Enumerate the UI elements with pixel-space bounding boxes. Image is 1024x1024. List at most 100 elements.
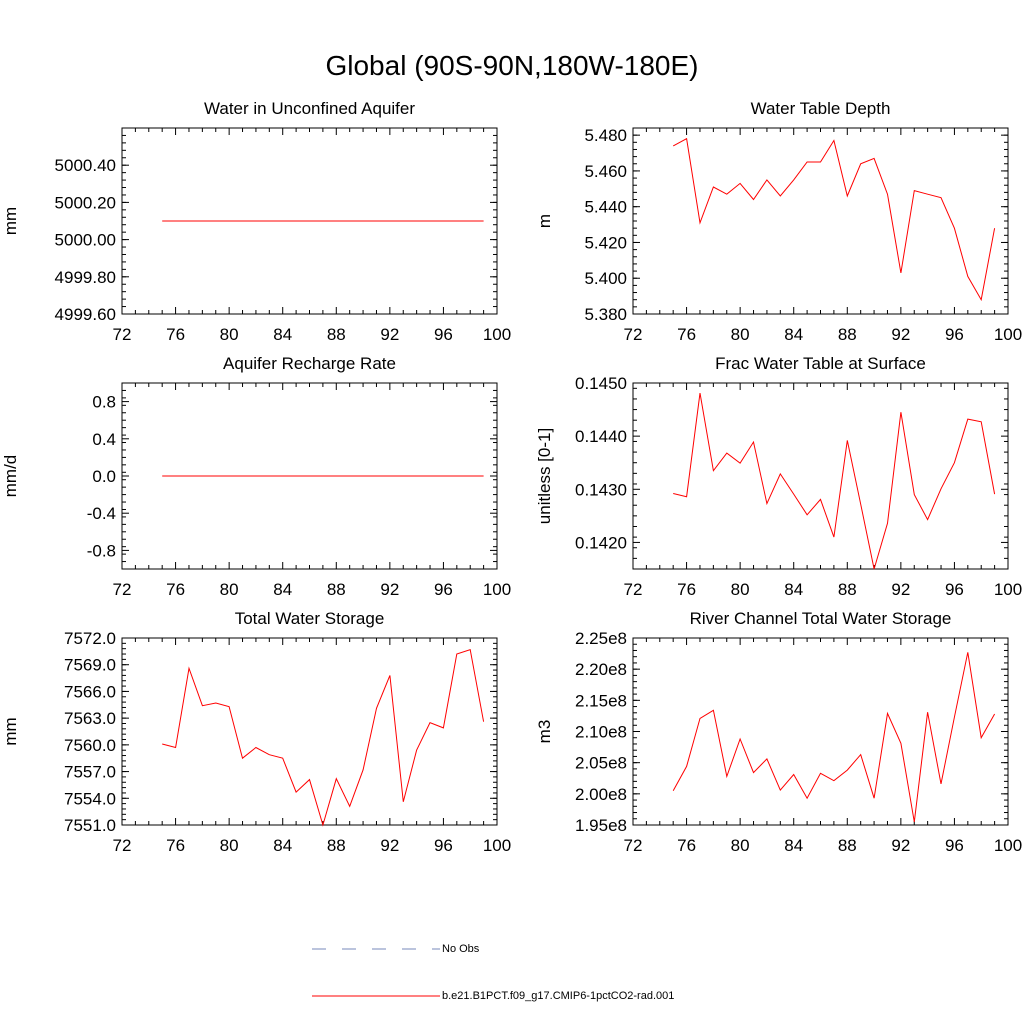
y-tick-label: -0.8 bbox=[87, 541, 116, 560]
x-tick-label: 80 bbox=[220, 580, 239, 599]
x-tick-label: 84 bbox=[784, 325, 803, 344]
page-title: Global (90S-90N,180W-180E) bbox=[325, 50, 699, 81]
y-tick-label: 5.440 bbox=[584, 198, 627, 217]
x-tick-label: 72 bbox=[624, 325, 643, 344]
y-tick-label: -0.4 bbox=[87, 504, 116, 523]
x-tick-label: 76 bbox=[166, 580, 185, 599]
y-axis-label: m bbox=[535, 214, 554, 228]
x-tick-label: 96 bbox=[434, 836, 453, 855]
x-tick-label: 80 bbox=[220, 325, 239, 344]
y-tick-label: 4999.80 bbox=[55, 268, 116, 287]
x-tick-label: 100 bbox=[483, 580, 511, 599]
chart-title: Frac Water Table at Surface bbox=[715, 354, 926, 373]
y-tick-label: 0.4 bbox=[92, 430, 116, 449]
x-tick-label: 92 bbox=[380, 836, 399, 855]
x-tick-label: 80 bbox=[731, 836, 750, 855]
y-tick-label: 2.00e8 bbox=[575, 785, 627, 804]
x-tick-label: 92 bbox=[891, 580, 910, 599]
x-tick-label: 88 bbox=[327, 325, 346, 344]
y-tick-label: 1.95e8 bbox=[575, 816, 627, 835]
x-tick-label: 92 bbox=[380, 580, 399, 599]
x-tick-label: 96 bbox=[434, 580, 453, 599]
y-tick-label: 5.400 bbox=[584, 269, 627, 288]
y-tick-label: 0.0 bbox=[92, 467, 116, 486]
y-tick-label: 2.20e8 bbox=[575, 660, 627, 679]
chart-panel-2: Aquifer Recharge Rate mm/d 72 76 80 84 88 92 96 1… bbox=[1, 354, 511, 599]
y-tick-label: 7566.0 bbox=[64, 682, 116, 701]
x-tick-label: 96 bbox=[945, 325, 964, 344]
x-tick-label: 72 bbox=[113, 836, 132, 855]
chart-title: River Channel Total Water Storage bbox=[690, 609, 952, 628]
legend-model-label: b.e21.B1PCT.f09_g17.CMIP6-1pctCO2-rad.00… bbox=[442, 990, 675, 1002]
x-tick-label: 76 bbox=[677, 325, 696, 344]
y-tick-label: 0.8 bbox=[92, 393, 116, 412]
y-tick-label: 5000.20 bbox=[55, 193, 116, 212]
series-line bbox=[162, 648, 485, 827]
x-tick-label: 76 bbox=[166, 325, 185, 344]
y-tick-label: 2.15e8 bbox=[575, 691, 627, 710]
y-tick-label: 7551.0 bbox=[64, 816, 116, 835]
chart-title: Water in Unconfined Aquifer bbox=[204, 99, 415, 118]
x-tick-label: 92 bbox=[380, 325, 399, 344]
y-tick-label: 0.1440 bbox=[575, 427, 627, 446]
x-tick-label: 96 bbox=[434, 325, 453, 344]
chart-panel-5: River Channel Total Water Storage m3 72 76 8… bbox=[535, 609, 1022, 855]
y-tick-label: 7554.0 bbox=[64, 789, 116, 808]
x-tick-label: 84 bbox=[273, 836, 292, 855]
y-axis-label: unitless [0-1] bbox=[535, 428, 554, 524]
y-tick-label: 2.25e8 bbox=[575, 629, 627, 648]
y-tick-label: 5000.40 bbox=[55, 156, 116, 175]
y-tick-label: 4999.60 bbox=[55, 305, 116, 324]
y-tick-label: 2.05e8 bbox=[575, 754, 627, 773]
x-tick-label: 88 bbox=[327, 836, 346, 855]
x-tick-label: 88 bbox=[327, 580, 346, 599]
x-tick-label: 80 bbox=[220, 836, 239, 855]
legend-noobs-label: No Obs bbox=[442, 943, 480, 955]
x-tick-label: 92 bbox=[891, 325, 910, 344]
x-tick-label: 76 bbox=[677, 836, 696, 855]
x-tick-label: 96 bbox=[945, 580, 964, 599]
x-tick-label: 100 bbox=[483, 325, 511, 344]
y-tick-label: 7560.0 bbox=[64, 736, 116, 755]
y-tick-label: 0.1430 bbox=[575, 480, 627, 499]
y-tick-label: 0.1420 bbox=[575, 533, 627, 552]
chart-title: Aquifer Recharge Rate bbox=[223, 354, 396, 373]
y-axis-label: mm/d bbox=[1, 455, 20, 498]
y-tick-label: 5000.00 bbox=[55, 231, 116, 250]
x-tick-label: 88 bbox=[838, 836, 857, 855]
x-tick-label: 88 bbox=[838, 325, 857, 344]
y-axis-label: mm bbox=[1, 717, 20, 745]
x-tick-label: 80 bbox=[731, 580, 750, 599]
y-tick-label: 7572.0 bbox=[64, 629, 116, 648]
y-axis-label: m3 bbox=[535, 720, 554, 744]
series-line bbox=[672, 137, 996, 302]
x-tick-label: 72 bbox=[113, 325, 132, 344]
y-tick-label: 7569.0 bbox=[64, 656, 116, 675]
chart-panel-3: Frac Water Table at Surface unitless [0-1… bbox=[535, 354, 1022, 599]
y-tick-label: 5.480 bbox=[584, 126, 627, 145]
x-tick-label: 72 bbox=[624, 580, 643, 599]
chart-title: Water Table Depth bbox=[751, 99, 891, 118]
x-tick-label: 76 bbox=[677, 580, 696, 599]
x-tick-label: 100 bbox=[994, 580, 1022, 599]
y-tick-label: 0.1450 bbox=[575, 374, 627, 393]
y-tick-label: 7563.0 bbox=[64, 709, 116, 728]
y-tick-label: 7557.0 bbox=[64, 763, 116, 782]
y-tick-label: 5.380 bbox=[584, 305, 627, 324]
series-line bbox=[673, 393, 996, 570]
x-tick-label: 92 bbox=[891, 836, 910, 855]
x-tick-label: 88 bbox=[838, 580, 857, 599]
x-tick-label: 72 bbox=[113, 580, 132, 599]
chart-panel-4: Total Water Storage mm 72 76 80 84 88 92 96 100 75… bbox=[1, 609, 511, 855]
x-tick-label: 100 bbox=[483, 836, 511, 855]
series-line bbox=[672, 652, 996, 822]
y-tick-label: 5.420 bbox=[584, 233, 627, 252]
y-tick-label: 5.460 bbox=[584, 162, 627, 181]
x-tick-label: 100 bbox=[994, 836, 1022, 855]
x-tick-label: 84 bbox=[273, 580, 292, 599]
x-tick-label: 100 bbox=[994, 325, 1022, 344]
x-tick-label: 96 bbox=[945, 836, 964, 855]
x-tick-label: 84 bbox=[784, 836, 803, 855]
